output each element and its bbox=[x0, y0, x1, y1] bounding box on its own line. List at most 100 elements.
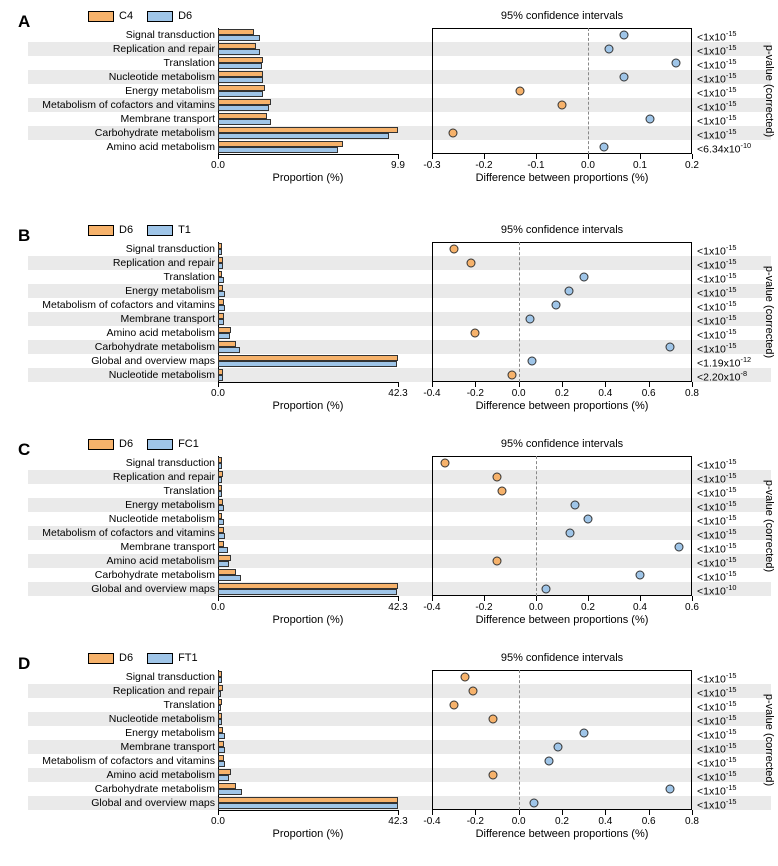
ci-point bbox=[449, 245, 458, 254]
pvalue-label: <1x10-15 bbox=[697, 29, 737, 44]
ci-point bbox=[467, 259, 476, 268]
ci-tick-label: 0.2 bbox=[544, 816, 580, 827]
ci-point bbox=[571, 501, 580, 510]
ci-tick-label: -0.3 bbox=[414, 160, 450, 171]
category-label: Replication and repair bbox=[0, 43, 215, 55]
legend-item: FT1 bbox=[147, 652, 198, 664]
ci-point bbox=[469, 687, 478, 696]
ci-point bbox=[599, 143, 608, 152]
ci-tick-label: -0.4 bbox=[414, 602, 450, 613]
legend-item: D6 bbox=[88, 224, 133, 236]
pvalue-label: <1.19x10-12 bbox=[697, 355, 751, 370]
ci-title: 95% confidence intervals bbox=[432, 652, 692, 664]
legend-label: D6 bbox=[119, 652, 133, 664]
legend-item: D6 bbox=[88, 652, 133, 664]
legend-item: FC1 bbox=[147, 438, 199, 450]
ci-point bbox=[448, 129, 457, 138]
legend-label: D6 bbox=[119, 438, 133, 450]
category-label: Global and overview maps bbox=[0, 355, 215, 367]
category-label: Energy metabolism bbox=[0, 285, 215, 297]
ci-tick-label: -0.4 bbox=[414, 388, 450, 399]
category-label: Amino acid metabolism bbox=[0, 555, 215, 567]
bar-series-b bbox=[218, 49, 260, 55]
category-label: Carbohydrate metabolism bbox=[0, 341, 215, 353]
ci-point bbox=[508, 371, 517, 380]
bar-series-b bbox=[218, 561, 229, 567]
category-label: Energy metabolism bbox=[0, 727, 215, 739]
ci-point bbox=[449, 701, 458, 710]
ci-tick-label: 0.6 bbox=[674, 602, 710, 613]
bar-series-b bbox=[218, 263, 223, 269]
ci-point bbox=[579, 729, 588, 738]
pvalue-label: <1x10-15 bbox=[697, 485, 737, 500]
legend-item: T1 bbox=[147, 224, 191, 236]
category-label: Translation bbox=[0, 57, 215, 69]
ci-point bbox=[579, 273, 588, 282]
bar-series-b bbox=[218, 361, 397, 367]
pvalue-label: <1x10-15 bbox=[697, 541, 737, 556]
ci-point bbox=[672, 59, 681, 68]
pvalue-label: <1x10-15 bbox=[697, 285, 737, 300]
pvalue-label: <1x10-15 bbox=[697, 243, 737, 258]
bar-series-b bbox=[218, 305, 225, 311]
category-label: Replication and repair bbox=[0, 471, 215, 483]
legend-swatch bbox=[88, 225, 114, 236]
legend-swatch bbox=[147, 439, 173, 450]
bar-axis-title: Proportion (%) bbox=[218, 172, 398, 184]
pvalue-label: <1x10-15 bbox=[697, 85, 737, 100]
ci-point bbox=[498, 487, 507, 496]
bar-series-b bbox=[218, 775, 229, 781]
pvalue-label: <1x10-15 bbox=[697, 127, 737, 142]
category-label: Amino acid metabolism bbox=[0, 327, 215, 339]
pvalue-axis-title: p-value (corrected) bbox=[763, 45, 775, 137]
legend-label: FT1 bbox=[178, 652, 198, 664]
pvalue-label: <1x10-15 bbox=[697, 457, 737, 472]
ci-point bbox=[565, 529, 574, 538]
bar-series-b bbox=[218, 319, 224, 325]
bar-series-b bbox=[218, 533, 225, 539]
ci-point bbox=[636, 571, 645, 580]
category-label: Translation bbox=[0, 699, 215, 711]
category-label: Replication and repair bbox=[0, 685, 215, 697]
pvalue-label: <1x10-15 bbox=[697, 499, 737, 514]
ci-point bbox=[488, 715, 497, 724]
pvalue-label: <1x10-15 bbox=[697, 99, 737, 114]
ci-point bbox=[604, 45, 613, 54]
pvalue-label: <1x10-15 bbox=[697, 783, 737, 798]
category-label: Carbohydrate metabolism bbox=[0, 127, 215, 139]
ci-tick-label: 0.0 bbox=[501, 816, 537, 827]
category-label: Nucleotide metabolism bbox=[0, 369, 215, 381]
bar-tick-label: 0.0 bbox=[198, 388, 238, 399]
bar-series-b bbox=[218, 291, 225, 297]
category-label: Metabolism of cofactors and vitamins bbox=[0, 755, 215, 767]
ci-tick-label: 0.8 bbox=[674, 388, 710, 399]
pvalue-axis-title: p-value (corrected) bbox=[763, 266, 775, 358]
legend: D6 FT1 bbox=[88, 652, 198, 664]
ci-point bbox=[471, 329, 480, 338]
bar-axis-title: Proportion (%) bbox=[218, 828, 398, 840]
bar-series-b bbox=[218, 761, 225, 767]
ci-tick-label: -0.2 bbox=[457, 816, 493, 827]
legend: D6 T1 bbox=[88, 224, 191, 236]
pvalue-label: <1x10-15 bbox=[697, 685, 737, 700]
legend: D6 FC1 bbox=[88, 438, 199, 450]
legend-swatch bbox=[88, 653, 114, 664]
ci-point bbox=[551, 301, 560, 310]
bar-series-b bbox=[218, 789, 242, 795]
category-label: Amino acid metabolism bbox=[0, 141, 215, 153]
legend-label: T1 bbox=[178, 224, 191, 236]
category-label: Replication and repair bbox=[0, 257, 215, 269]
pvalue-label: <1x10-15 bbox=[697, 257, 737, 272]
category-label: Membrane transport bbox=[0, 113, 215, 125]
ci-point bbox=[441, 459, 450, 468]
ci-point bbox=[553, 743, 562, 752]
bar-series-b bbox=[218, 77, 263, 83]
category-label: Nucleotide metabolism bbox=[0, 513, 215, 525]
pvalue-label: <1x10-15 bbox=[697, 341, 737, 356]
legend-label: FC1 bbox=[178, 438, 199, 450]
ci-point bbox=[493, 557, 502, 566]
category-label: Translation bbox=[0, 271, 215, 283]
legend: C4D6 bbox=[88, 10, 192, 22]
bar-series-b bbox=[218, 119, 271, 125]
bar-tick-label: 42.3 bbox=[378, 388, 418, 399]
